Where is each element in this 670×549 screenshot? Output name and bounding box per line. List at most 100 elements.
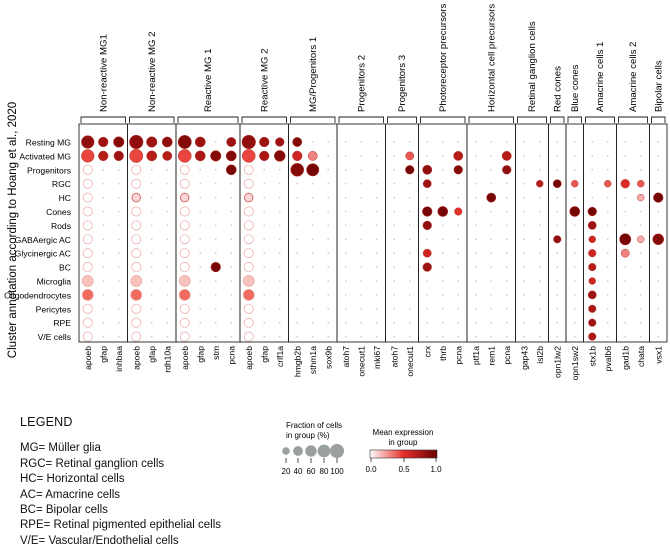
data-dot — [437, 206, 449, 217]
grid-dot — [375, 280, 378, 282]
group-bracket — [517, 116, 547, 123]
group-label: Non-reactive MG1 — [98, 34, 109, 112]
grid-dot — [214, 252, 217, 255]
legend-title: LEGEND — [20, 415, 73, 429]
data-dot — [179, 303, 190, 314]
grid-dot — [263, 168, 266, 171]
grid-dot — [230, 210, 233, 213]
grid-dot — [214, 224, 217, 227]
grid-dot — [393, 168, 396, 171]
data-dot — [82, 164, 93, 175]
grid-dot — [606, 141, 609, 143]
data-dot — [502, 165, 512, 175]
grid-dot — [393, 335, 396, 338]
grid-dot — [657, 266, 660, 268]
grid-dot — [426, 321, 429, 324]
data-dot — [405, 165, 415, 175]
grid-dot — [606, 335, 609, 338]
gene-label: gad1b — [620, 346, 630, 370]
grid-dot — [441, 280, 444, 282]
grid-dot — [408, 210, 411, 213]
grid-dot — [263, 294, 266, 296]
grid-dot — [327, 196, 330, 199]
grid-dot — [327, 238, 330, 241]
grid-dot — [214, 238, 217, 241]
data-dot — [179, 178, 190, 189]
grid-dot — [457, 321, 460, 324]
data-dot — [113, 150, 124, 162]
grid-dot — [474, 321, 477, 324]
grid-dot — [166, 266, 169, 268]
data-dot — [225, 150, 237, 162]
group-bracket — [177, 116, 239, 123]
grid-dot — [538, 155, 541, 157]
data-dot — [194, 150, 206, 162]
grid-dot — [573, 252, 576, 255]
grid-dot — [199, 266, 202, 268]
data-dot — [243, 220, 254, 231]
grid-dot — [102, 182, 105, 185]
gene-label: stx1b — [587, 346, 597, 367]
grid-dot — [360, 141, 363, 143]
grid-dot — [457, 294, 460, 296]
grid-dot — [278, 266, 281, 268]
grid-dot — [230, 266, 233, 268]
grid-dot — [360, 307, 363, 310]
grid-dot — [311, 294, 314, 296]
data-dot — [552, 179, 562, 189]
grid-dot — [606, 321, 609, 324]
grid-dot — [624, 168, 627, 171]
grid-dot — [263, 307, 266, 310]
grid-dot — [573, 238, 576, 241]
group-label: Photoreceptor precursors — [438, 4, 449, 112]
grid-dot — [393, 141, 396, 143]
data-dot — [131, 178, 142, 189]
grid-dot — [523, 280, 526, 282]
grid-dot — [230, 182, 233, 185]
grid-dot — [311, 210, 314, 213]
grid-dot — [474, 210, 477, 213]
grid-dot — [117, 168, 120, 171]
row-label: Progenitors — [27, 165, 71, 175]
grid-dot — [263, 335, 266, 338]
grid-dot — [505, 196, 508, 199]
data-dot — [210, 261, 221, 273]
grid-dot — [538, 266, 541, 268]
group-bracket — [618, 116, 648, 123]
size-legend-label: 20 — [282, 467, 291, 476]
grid-dot — [199, 280, 202, 282]
gene-label: opn1sw2 — [570, 346, 580, 381]
grid-dot — [441, 168, 444, 171]
grid-dot — [639, 335, 642, 338]
data-dot — [259, 150, 270, 162]
grid-dot — [474, 141, 477, 143]
grid-dot — [278, 294, 281, 296]
grid-dot — [102, 210, 105, 213]
grid-dot — [606, 294, 609, 296]
legend-line: V/E= Vascular/Endothelial cells — [20, 534, 179, 547]
grid-dot — [393, 155, 396, 157]
grid-dot — [278, 182, 281, 185]
row-label: Rods — [51, 221, 71, 231]
grid-dot — [117, 196, 120, 199]
grid-dot — [230, 335, 233, 338]
grid-dot — [263, 182, 266, 185]
grid-dot — [230, 280, 233, 282]
grid-dot — [523, 335, 526, 338]
gene-label: opn1lw2 — [552, 346, 562, 378]
grid-dot — [360, 252, 363, 255]
grid-dot — [393, 224, 396, 227]
grid-dot — [556, 307, 559, 310]
grid-dot — [538, 238, 541, 241]
grid-dot — [523, 182, 526, 185]
data-dot — [225, 164, 237, 176]
grid-dot — [639, 307, 642, 310]
data-dot — [129, 148, 144, 163]
grid-dot — [296, 280, 299, 282]
gene-label: mki67 — [372, 346, 382, 369]
grid-dot — [408, 321, 411, 324]
group-bracket — [241, 116, 287, 123]
gene-label: rdh10a — [162, 346, 172, 373]
data-dot — [588, 235, 596, 243]
grid-dot — [523, 168, 526, 171]
